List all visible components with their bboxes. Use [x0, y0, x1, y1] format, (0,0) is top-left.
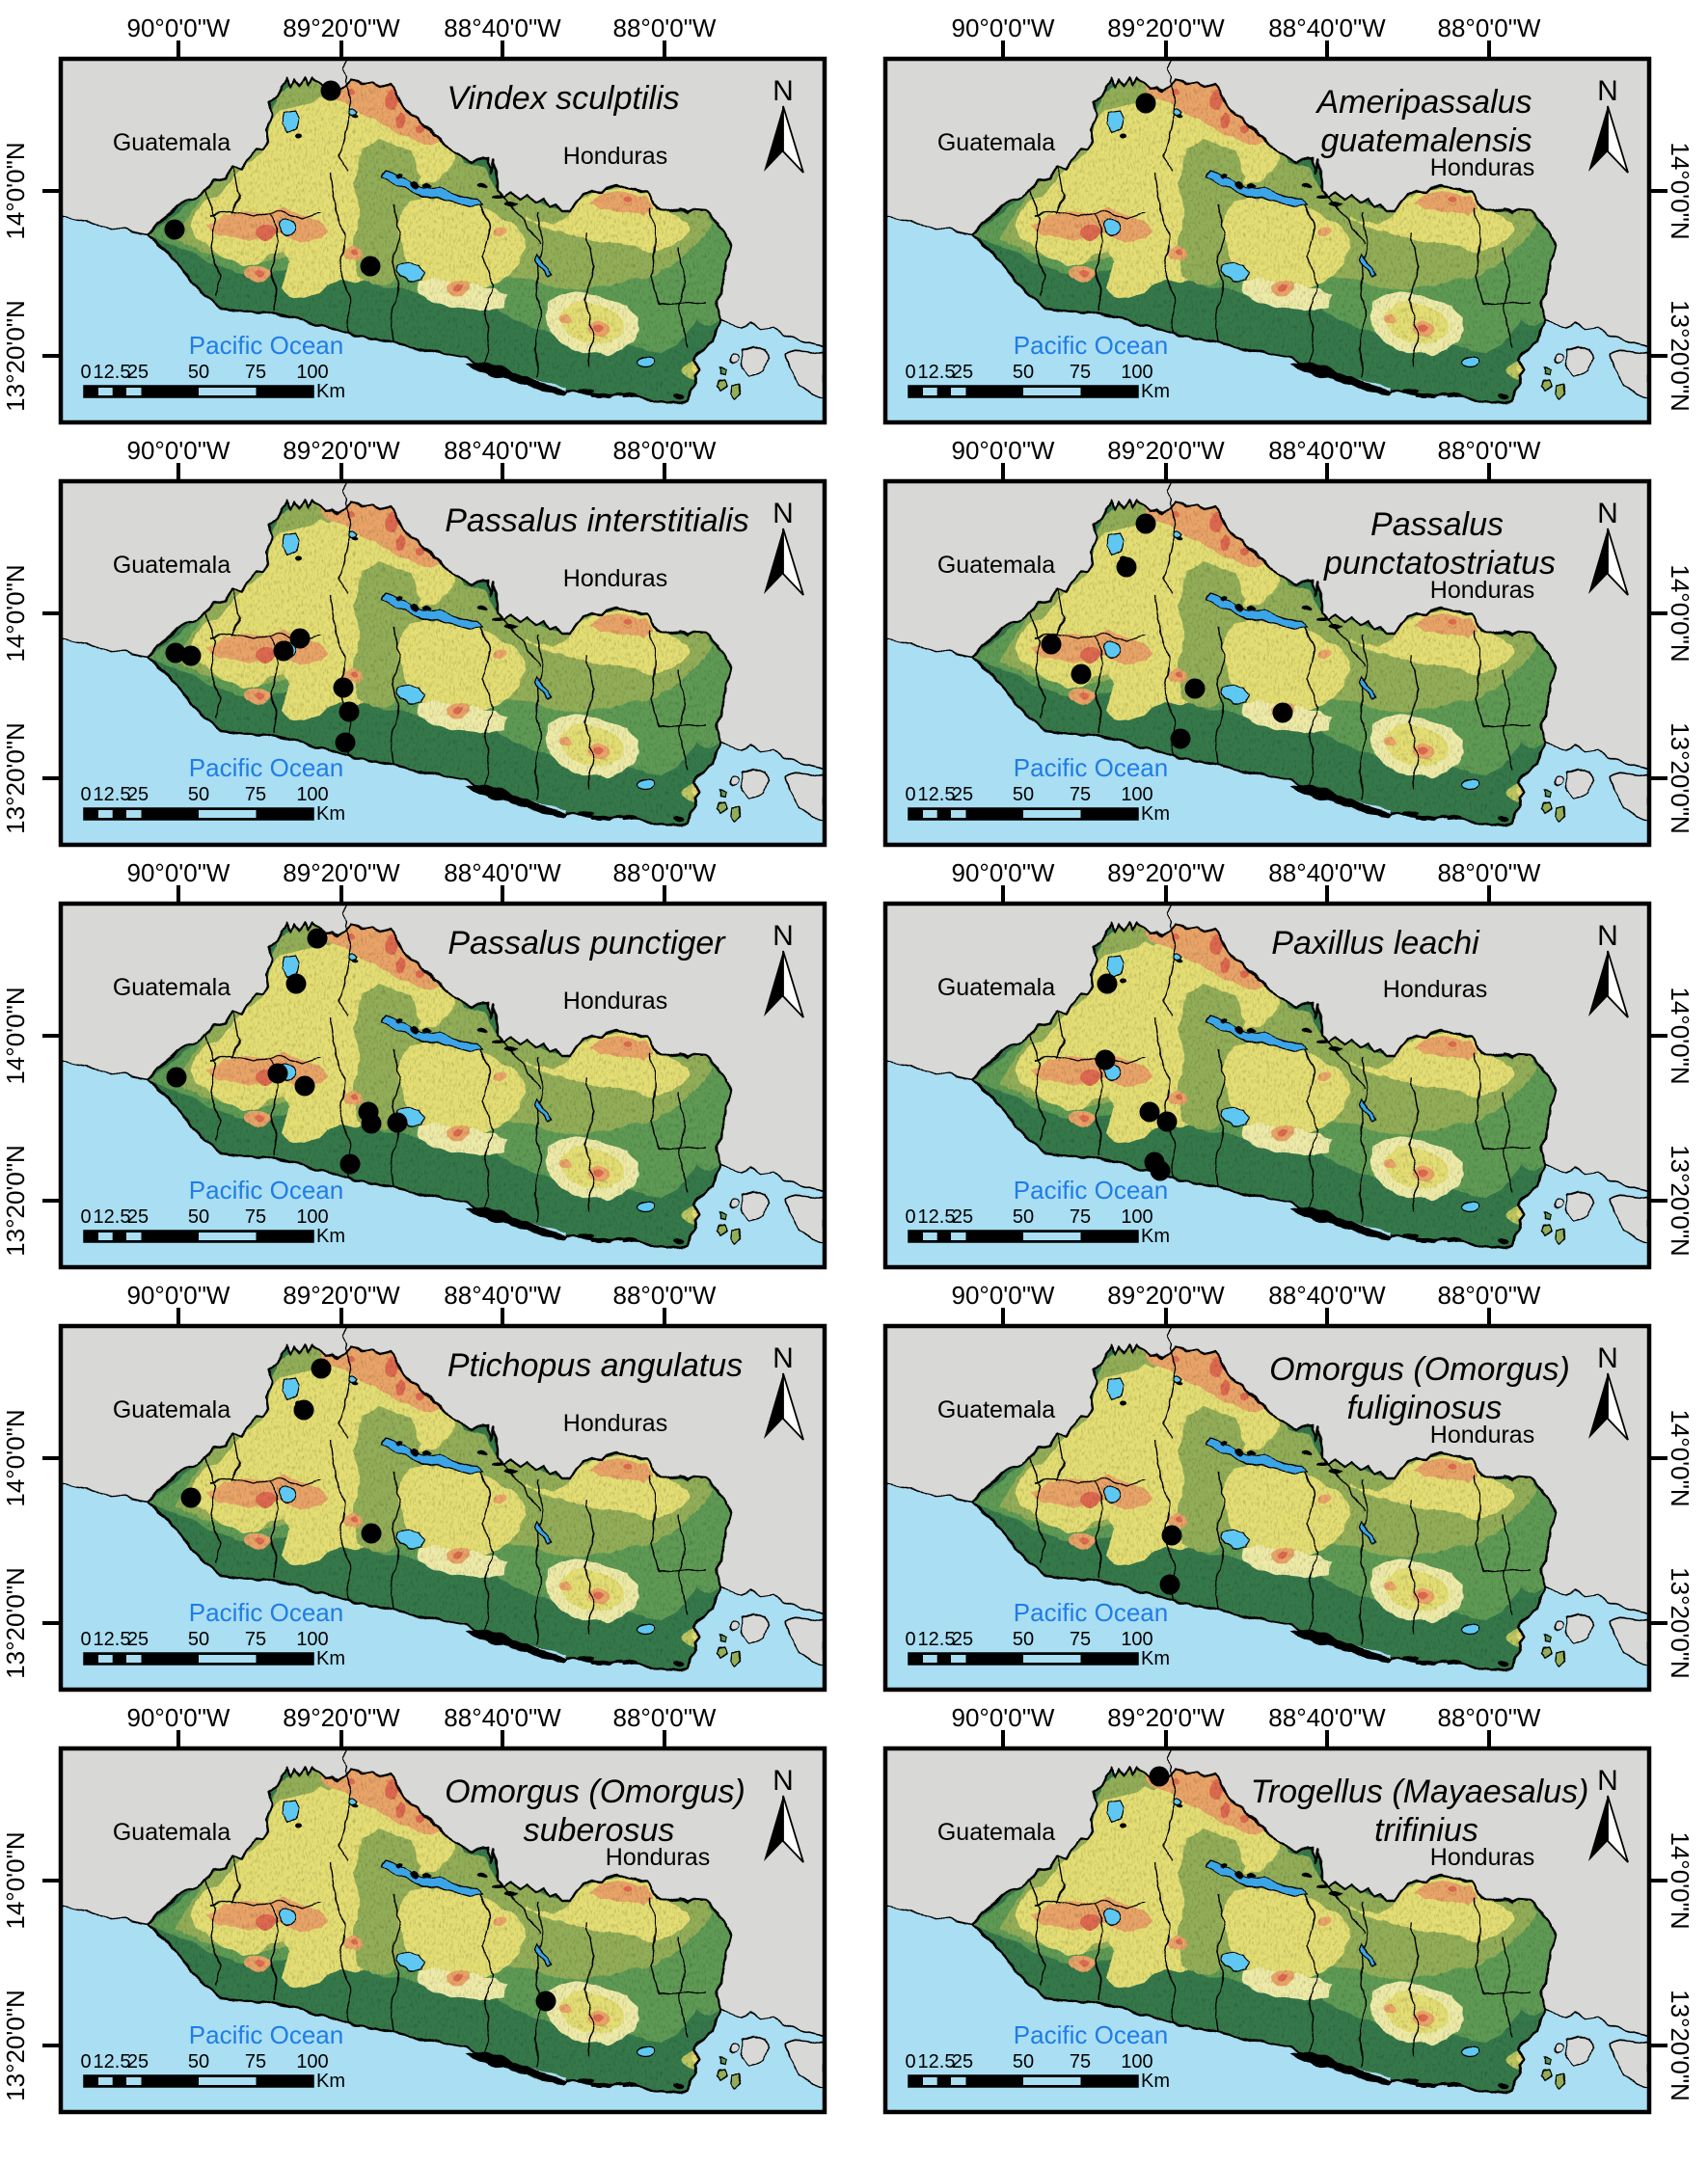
svg-text:Passalus punctiger: Passalus punctiger: [447, 925, 726, 962]
svg-text:Passalus interstitialis: Passalus interstitialis: [445, 502, 749, 539]
svg-text:Omorgus (Omorgus): Omorgus (Omorgus): [445, 1774, 746, 1810]
svg-text:Honduras: Honduras: [563, 143, 667, 170]
svg-text:suberosus: suberosus: [524, 1812, 675, 1849]
svg-text:Honduras: Honduras: [1430, 154, 1534, 181]
svg-text:Honduras: Honduras: [1430, 577, 1534, 604]
svg-text:guatemalensis: guatemalensis: [1320, 122, 1532, 159]
svg-text:fuliginosus: fuliginosus: [1347, 1390, 1503, 1426]
svg-text:Vindex sculptilis: Vindex sculptilis: [447, 80, 679, 117]
svg-text:Trogellus (Mayaesalus): Trogellus (Mayaesalus): [1251, 1774, 1589, 1810]
svg-text:Honduras: Honduras: [1430, 1422, 1534, 1449]
svg-text:Honduras: Honduras: [563, 988, 667, 1015]
svg-text:Paxillus leachi: Paxillus leachi: [1271, 925, 1480, 962]
svg-text:Ameripassalus: Ameripassalus: [1315, 84, 1532, 121]
svg-text:trifinius: trifinius: [1374, 1812, 1478, 1849]
svg-text:Honduras: Honduras: [563, 1410, 667, 1437]
svg-text:punctatostriatus: punctatostriatus: [1323, 545, 1556, 582]
svg-text:Honduras: Honduras: [1430, 1844, 1534, 1871]
svg-text:Ptichopus angulatus: Ptichopus angulatus: [447, 1347, 743, 1384]
svg-text:Honduras: Honduras: [563, 565, 667, 592]
svg-text:Passalus: Passalus: [1370, 506, 1504, 543]
svg-text:Omorgus (Omorgus): Omorgus (Omorgus): [1269, 1351, 1570, 1388]
svg-text:Honduras: Honduras: [606, 1844, 710, 1871]
svg-text:Honduras: Honduras: [1383, 976, 1487, 1003]
